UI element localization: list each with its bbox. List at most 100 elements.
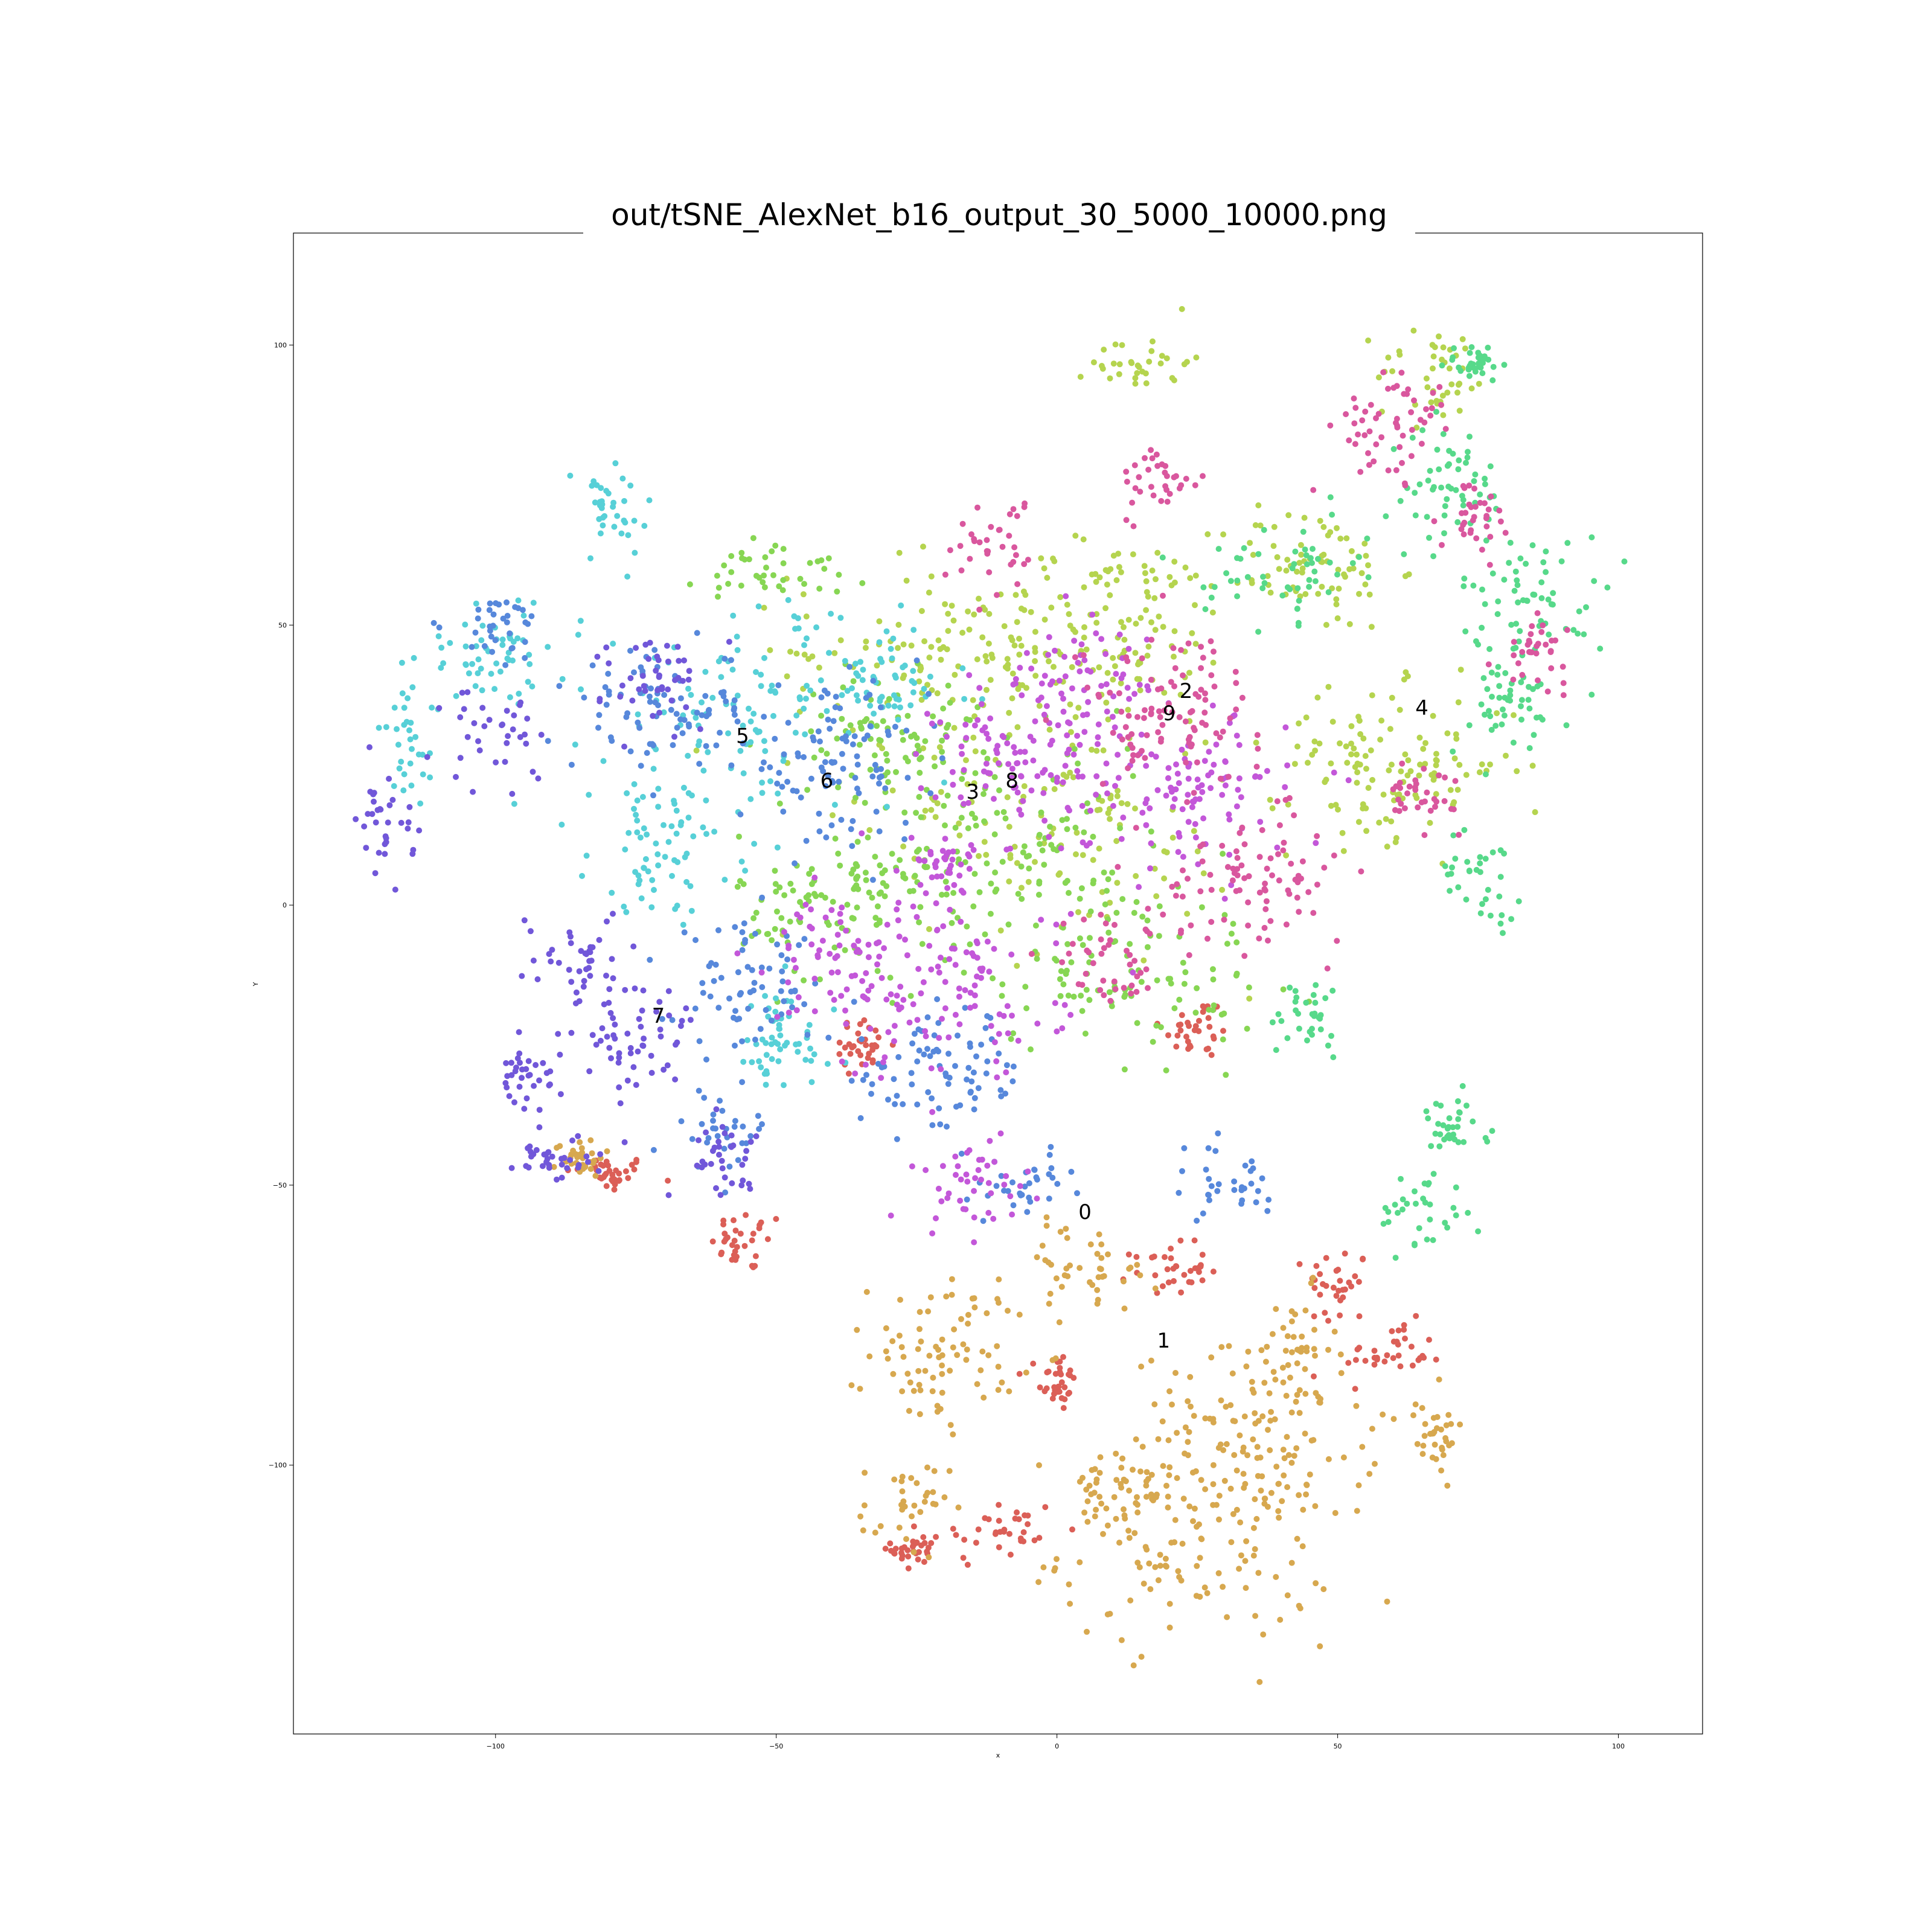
data-point <box>734 1244 740 1250</box>
data-point <box>996 1544 1002 1550</box>
data-point <box>1277 1616 1284 1623</box>
data-point <box>1045 651 1052 658</box>
data-point <box>1125 645 1132 652</box>
y-tick-label: 100 <box>274 342 287 350</box>
data-point <box>406 727 412 734</box>
data-point <box>795 1049 801 1055</box>
data-point <box>801 581 807 587</box>
data-point <box>1460 483 1467 489</box>
data-point <box>935 1048 942 1055</box>
data-point <box>761 572 767 579</box>
data-point <box>716 1144 722 1150</box>
data-point <box>505 733 511 740</box>
data-point <box>711 828 718 835</box>
data-point <box>1155 729 1162 735</box>
data-point <box>1064 1235 1070 1241</box>
data-point <box>507 630 513 637</box>
data-point <box>734 883 741 890</box>
data-point <box>1460 531 1467 537</box>
data-point <box>1395 796 1401 803</box>
data-point <box>1462 345 1468 352</box>
data-point <box>772 735 778 742</box>
data-point <box>896 549 903 556</box>
data-point <box>1406 783 1413 790</box>
data-point <box>1506 560 1512 566</box>
data-point <box>1365 785 1372 791</box>
data-point <box>1056 1319 1063 1326</box>
data-point <box>1399 1196 1406 1203</box>
data-point <box>780 577 787 583</box>
data-point <box>1354 751 1360 758</box>
data-point <box>770 572 776 578</box>
data-point <box>1153 1494 1159 1500</box>
data-point <box>779 978 786 985</box>
data-point <box>611 523 618 530</box>
data-point <box>1250 1552 1257 1559</box>
data-point <box>804 1032 811 1038</box>
cluster-label-4: 4 <box>1415 696 1428 720</box>
data-point <box>664 642 670 649</box>
data-point <box>822 783 829 790</box>
data-point <box>1208 919 1215 925</box>
data-point <box>986 968 993 975</box>
data-point <box>377 806 383 812</box>
data-point <box>436 705 443 711</box>
data-point <box>1311 1326 1317 1333</box>
data-point <box>1454 1098 1461 1104</box>
data-point <box>1232 1418 1238 1424</box>
data-point <box>651 887 657 893</box>
data-point <box>1358 570 1365 577</box>
data-point <box>523 740 529 747</box>
data-point <box>1410 327 1417 334</box>
data-point <box>511 712 517 718</box>
data-point <box>1534 610 1541 616</box>
data-point <box>1157 1024 1164 1031</box>
data-point <box>1315 555 1321 562</box>
data-point <box>895 900 902 906</box>
data-point <box>1217 1441 1224 1448</box>
data-point <box>900 997 907 1003</box>
data-point <box>1518 703 1524 709</box>
data-point <box>737 747 744 754</box>
data-point <box>736 833 742 840</box>
data-point <box>974 1381 980 1387</box>
data-point <box>500 615 507 622</box>
data-point <box>1544 688 1551 695</box>
data-point <box>1450 832 1457 839</box>
data-point <box>1367 401 1374 408</box>
data-point <box>408 782 415 789</box>
data-point <box>536 1077 542 1084</box>
data-point <box>984 731 990 737</box>
data-point <box>1463 896 1470 903</box>
data-point <box>1110 676 1116 683</box>
data-point <box>1193 354 1200 361</box>
data-point <box>1063 1226 1069 1232</box>
data-point <box>1487 713 1494 720</box>
data-point <box>1233 732 1240 739</box>
data-point <box>1355 431 1361 438</box>
data-point <box>1412 490 1418 496</box>
data-point <box>737 1230 744 1237</box>
data-point <box>797 575 804 582</box>
data-point <box>728 657 734 664</box>
data-point <box>674 1039 680 1046</box>
data-point <box>1404 790 1410 797</box>
data-point <box>717 729 723 736</box>
data-point <box>1185 819 1192 825</box>
data-point <box>1061 1002 1068 1008</box>
data-point <box>1406 571 1412 578</box>
data-point <box>1148 751 1155 758</box>
data-point <box>901 662 908 669</box>
data-point <box>896 1006 903 1012</box>
data-point <box>1479 624 1485 631</box>
data-point <box>992 1531 999 1537</box>
data-point <box>1136 884 1142 891</box>
data-point <box>503 1060 510 1066</box>
data-point <box>1291 812 1297 819</box>
data-point <box>1202 1415 1209 1422</box>
data-point <box>1217 775 1224 782</box>
data-point <box>1219 792 1226 798</box>
data-point <box>679 1017 685 1024</box>
data-point <box>641 865 647 871</box>
